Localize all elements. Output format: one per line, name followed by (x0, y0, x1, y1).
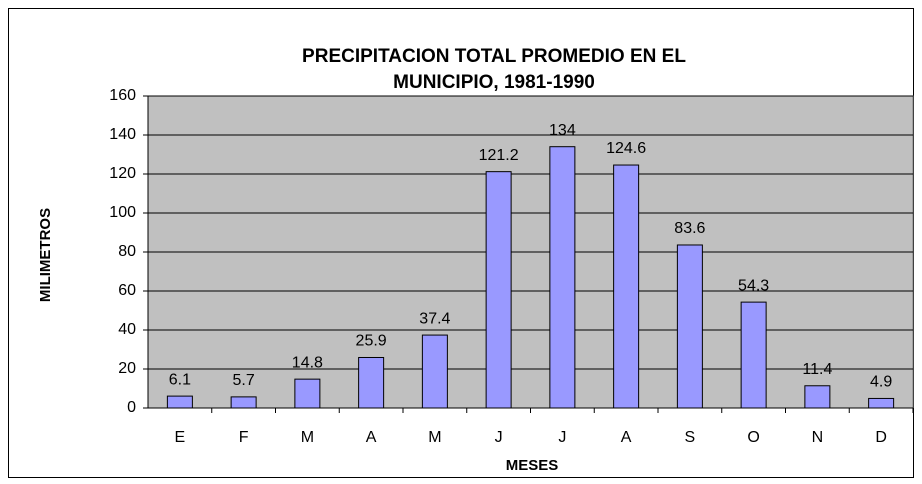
data-label: 37.4 (419, 310, 450, 327)
data-label: 6.1 (169, 371, 191, 388)
y-tick-label: 20 (118, 360, 136, 377)
y-tick-label: 60 (118, 282, 136, 299)
data-label: 5.7 (233, 372, 255, 389)
x-tick-label: O (747, 429, 759, 446)
data-label: 14.8 (292, 354, 323, 371)
data-label: 83.6 (674, 220, 705, 237)
x-tick-label: N (812, 429, 824, 446)
bar (868, 397, 895, 409)
x-axis-title: MESES (506, 457, 559, 474)
y-tick-label: 40 (118, 321, 136, 338)
data-label: 124.6 (606, 140, 646, 157)
x-tick-label: M (428, 429, 441, 446)
bar (804, 385, 831, 409)
y-tick-label: 80 (118, 243, 136, 260)
bar (358, 356, 385, 409)
x-tick-label: J (495, 429, 503, 446)
y-tick-label: 120 (109, 165, 136, 182)
x-tick-label: F (239, 429, 249, 446)
data-label: 25.9 (356, 333, 387, 350)
data-label: 121.2 (479, 147, 519, 164)
x-tick-label: D (875, 429, 887, 446)
data-label: 54.3 (738, 277, 769, 294)
x-tick-label: A (621, 429, 632, 446)
bar (485, 171, 512, 409)
x-tick-label: M (301, 429, 314, 446)
y-tick-label: 100 (109, 204, 136, 221)
chart-title: PRECIPITACION TOTAL PROMEDIO EN EL (302, 46, 686, 67)
bar (613, 164, 640, 409)
bar (166, 395, 193, 409)
bar (294, 378, 321, 409)
chart-title: MUNICIPIO, 1981-1990 (393, 72, 595, 93)
y-tick-label: 160 (109, 87, 136, 104)
x-tick-label: J (558, 429, 566, 446)
x-tick-label: S (685, 429, 696, 446)
x-tick-label: E (175, 429, 186, 446)
y-tick-label: 0 (127, 399, 136, 416)
bar (740, 301, 767, 409)
y-tick-label: 140 (109, 126, 136, 143)
data-label: 11.4 (802, 361, 832, 378)
bar (549, 146, 576, 409)
data-label: 4.9 (870, 374, 892, 391)
y-axis-title: MILIMETROS (37, 208, 54, 302)
data-label: 134 (549, 122, 576, 139)
bar (676, 244, 703, 409)
bar (421, 334, 448, 409)
x-tick-label: A (366, 429, 377, 446)
bar (230, 396, 257, 409)
